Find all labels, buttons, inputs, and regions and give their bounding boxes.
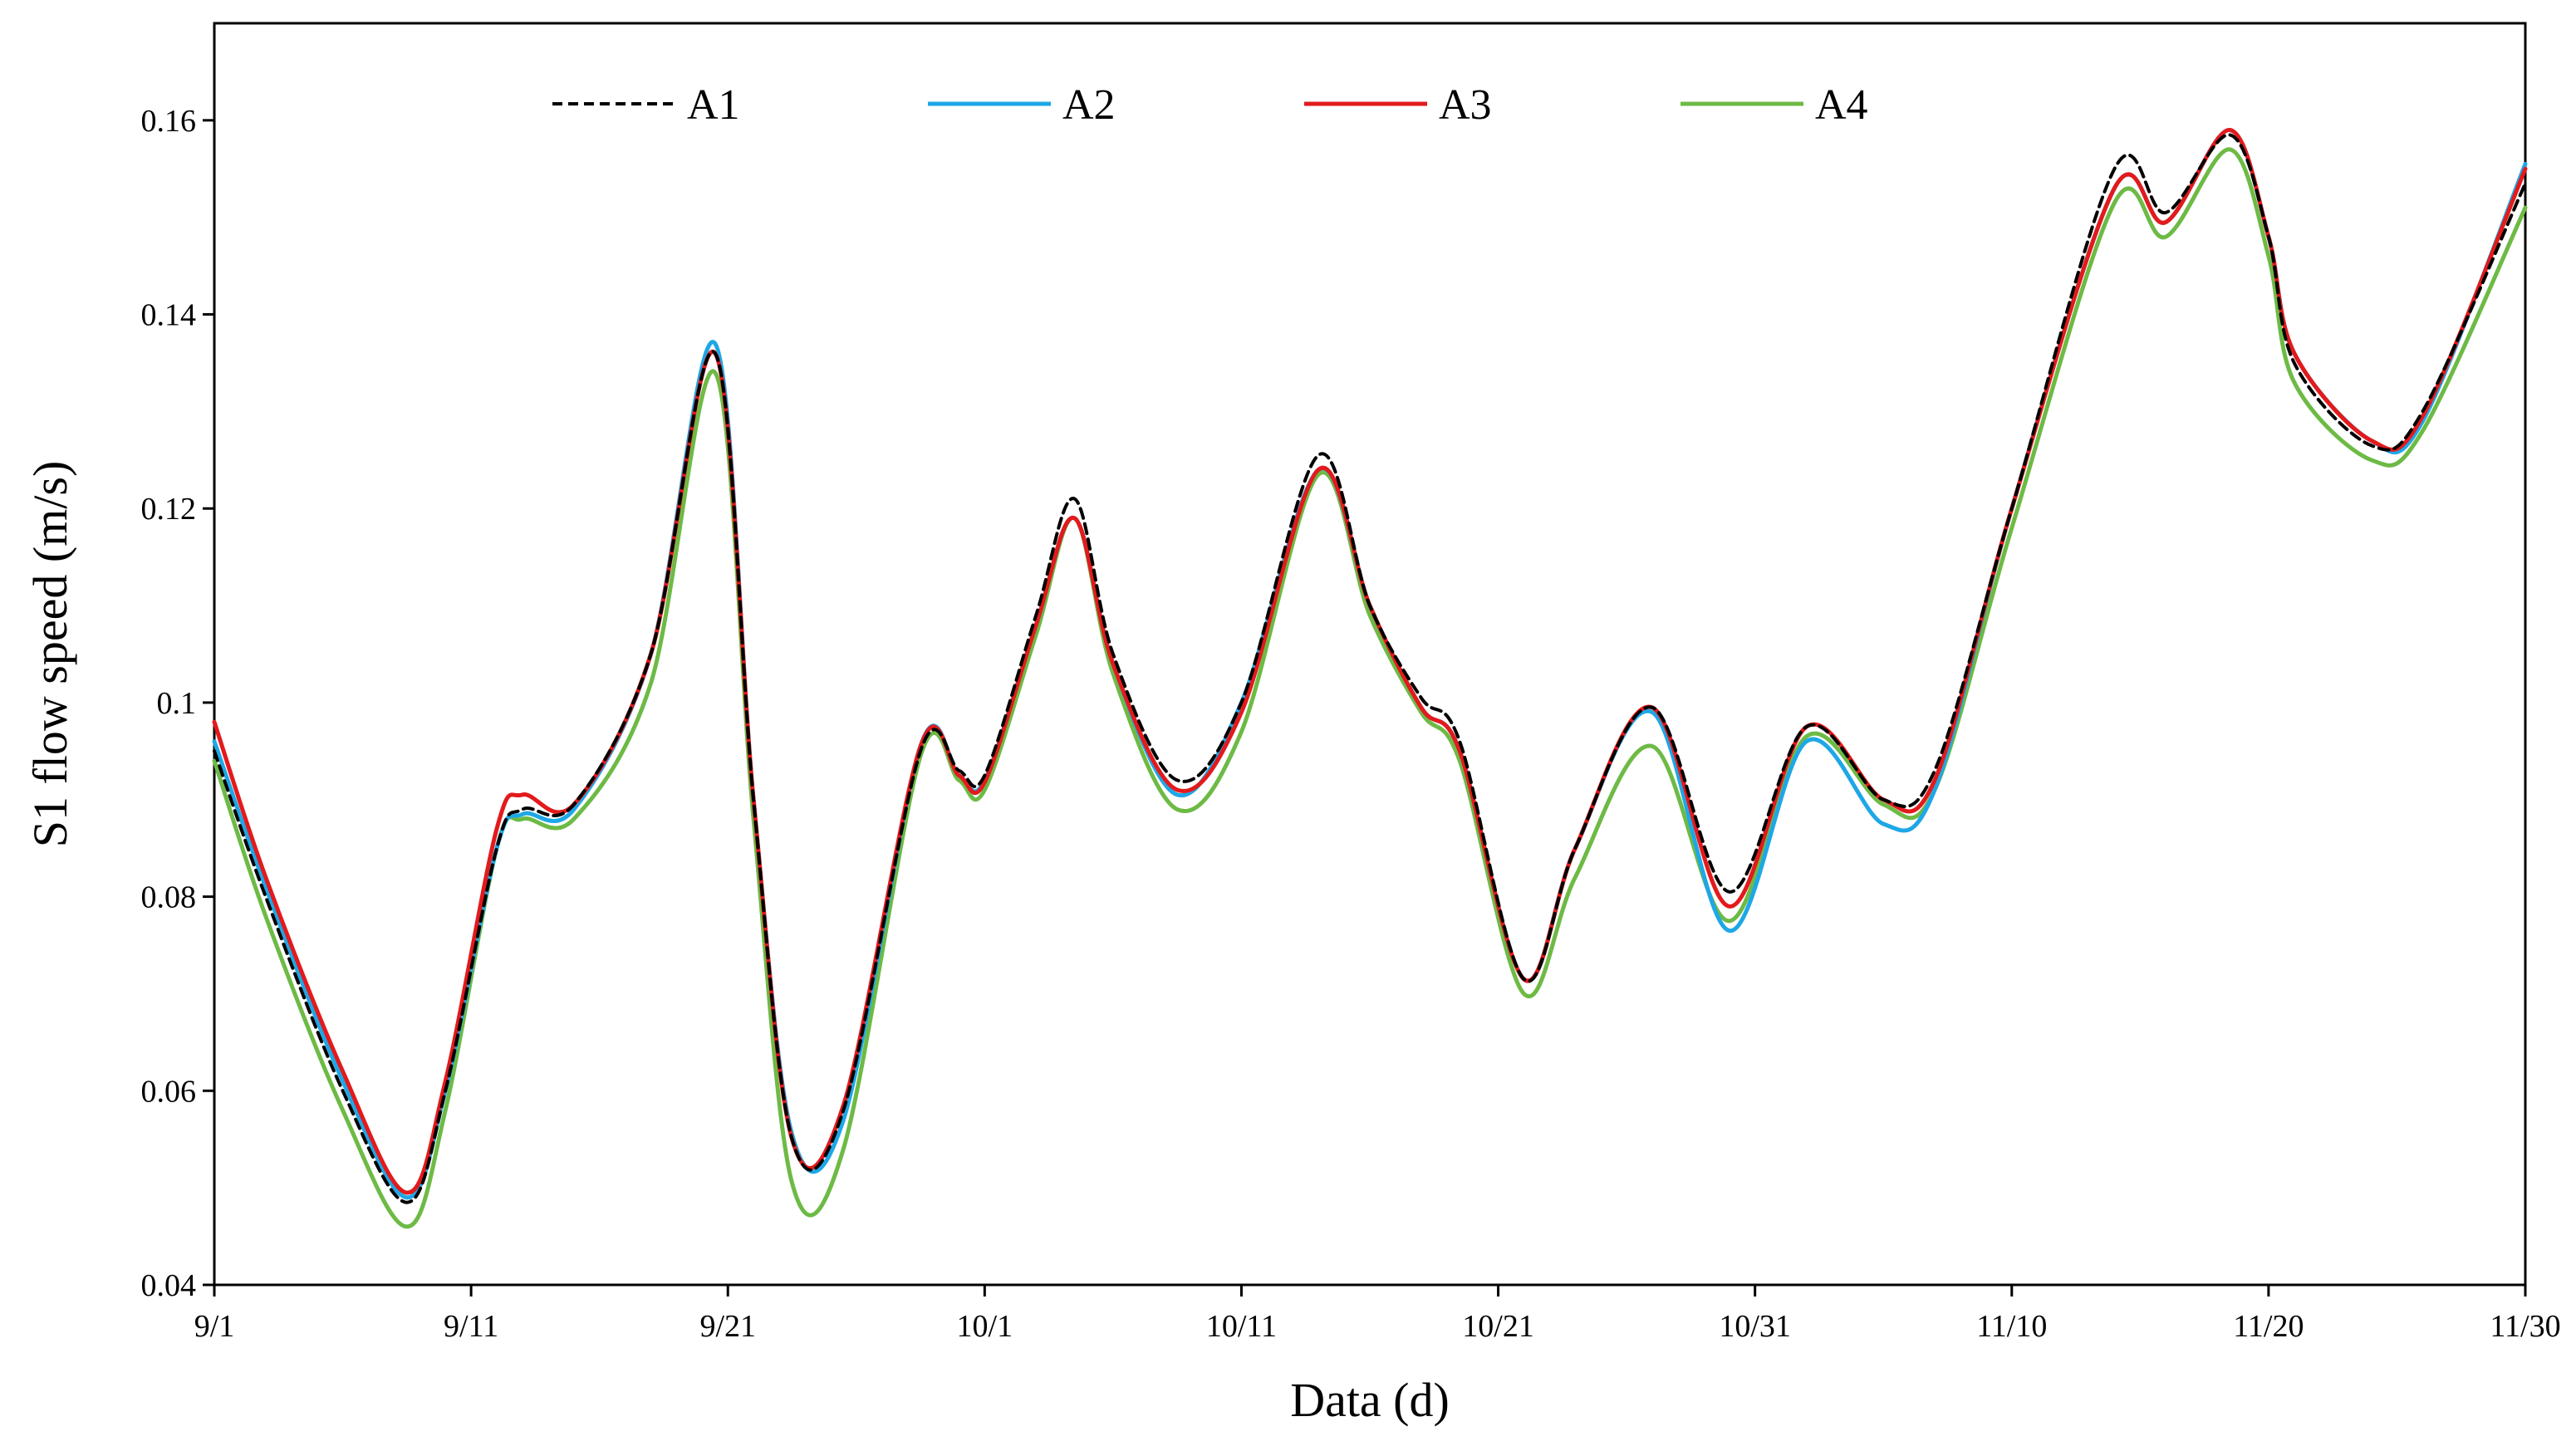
plot-area-frame (213, 22, 2527, 1287)
x-tick-label: 11/30 (2490, 1309, 2560, 1344)
x-tick-label: 10/1 (957, 1309, 1013, 1344)
legend-label-a4: A4 (1815, 81, 1868, 129)
x-tick-label: 10/21 (1462, 1309, 1534, 1344)
legend: A1 A2 A3 A4 (552, 81, 1868, 129)
y-tick-label: 0.16 (141, 104, 197, 139)
series-line-a1 (213, 133, 2527, 1204)
x-tick-label: 11/20 (2233, 1309, 2304, 1344)
series-line-a4 (212, 147, 2528, 1229)
x-tick-label: 11/10 (1976, 1309, 2047, 1344)
x-tick-label: 9/21 (699, 1309, 756, 1344)
x-tick-label: 9/11 (444, 1309, 498, 1344)
series-lines (212, 128, 2528, 1229)
x-tick-label: 10/11 (1206, 1309, 1277, 1344)
plot-border (213, 22, 2527, 1287)
y-tick-label: 0.04 (141, 1268, 197, 1303)
y-axis-ticks: 0.04 0.06 0.08 0.1 0.12 0.14 0.16 (141, 104, 214, 1303)
x-axis-title: Data (d) (1290, 1373, 1450, 1427)
x-tick-label: 10/31 (1719, 1309, 1791, 1344)
legend-label-a2: A2 (1062, 81, 1116, 129)
x-tick-label: 9/1 (194, 1309, 235, 1344)
x-axis-ticks: 9/1 9/11 9/21 10/1 10/11 10/21 10/31 11/10 11/20… (194, 1285, 2561, 1344)
y-tick-label: 0.06 (141, 1074, 197, 1109)
legend-label-a3: A3 (1439, 81, 1492, 129)
legend-label-a1: A1 (687, 81, 740, 129)
y-axis-title: S1 flow speed (m/s) (23, 461, 77, 848)
y-tick-label: 0.12 (141, 492, 197, 527)
y-tick-label: 0.08 (141, 880, 197, 915)
y-tick-label: 0.1 (157, 686, 197, 721)
y-tick-label: 0.14 (141, 298, 197, 333)
